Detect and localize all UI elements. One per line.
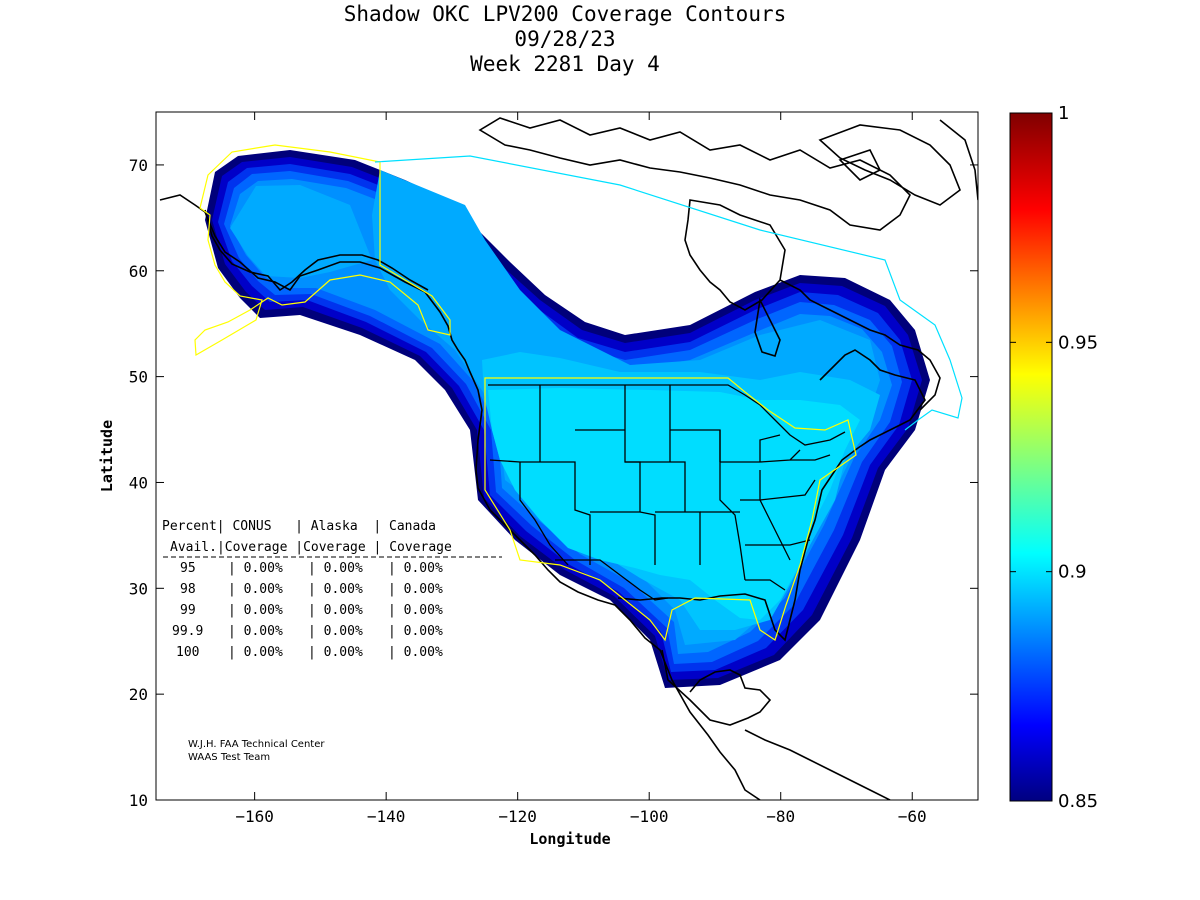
x-tick-label: −100 [630, 807, 669, 826]
state-line-west-1 [489, 385, 591, 566]
table-cell-divider: | 0.00% [308, 624, 363, 639]
state-line-midwest [700, 430, 801, 581]
table-header-coverage-2: Coverage [303, 540, 366, 555]
coverage-contours [205, 150, 930, 688]
plot-frame [155, 111, 979, 801]
table-row: 95 | 0.00% | 0.00% | 0.00% [180, 561, 443, 576]
table-header-percent: Percent [162, 519, 217, 534]
state-line-east [745, 434, 831, 591]
coverage-band-8 [488, 388, 860, 620]
x-axis-label: Longitude [529, 830, 610, 848]
table-row: 99.9 | 0.00% | 0.00% | 0.00% [172, 624, 443, 639]
north-america-coastline [159, 194, 761, 800]
x-tick-label: −80 [766, 807, 795, 826]
service-volume-outlines [194, 144, 963, 642]
colorbar-tick-label: 0.9 [1058, 562, 1087, 583]
table-cell-divider: | 0.00% [388, 582, 443, 597]
table-cell-divider: | 0.00% [228, 603, 283, 618]
x-tick-label: −120 [498, 807, 537, 826]
colorbar-tick-label: 0.95 [1058, 332, 1098, 353]
table-cell-divider: | 0.00% [308, 603, 363, 618]
y-tick-label: 40 [129, 473, 148, 492]
table-cell-divider: | 0.00% [388, 561, 443, 576]
table-cell-percent: 98 [180, 582, 196, 597]
coastlines-and-borders [159, 117, 978, 800]
canada-service-volume [374, 155, 963, 431]
y-tick-label: 30 [129, 579, 148, 598]
table-row: 99 | 0.00% | 0.00% | 0.00% [180, 603, 443, 618]
y-tick-label: 50 [129, 368, 148, 387]
x-tick-label: −140 [367, 807, 406, 826]
colorbar-tick-label: 1 [1058, 103, 1069, 124]
canada-us-border [488, 384, 846, 446]
coverage-table: Percent| CONUS | Alaska | Canada Avail.|… [162, 519, 502, 660]
table-header-canada: Canada [389, 519, 436, 534]
table-header-coverage-1: Coverage [225, 540, 288, 555]
table-cell-divider: | 0.00% [308, 561, 363, 576]
table-cell-divider: | 0.00% [228, 645, 283, 660]
alaska-coastline [204, 209, 429, 292]
x-tick-label: −160 [235, 807, 274, 826]
table-cell-percent: 99 [180, 603, 196, 618]
y-tick-label: 60 [129, 262, 148, 281]
table-header-row-1: Percent| CONUS | Alaska | Canada [162, 519, 436, 534]
table-cell-divider: | 0.00% [228, 561, 283, 576]
table-cell-percent: 95 [180, 561, 196, 576]
table-cell-divider: | 0.00% [388, 645, 443, 660]
credit-line-1: W.J.H. FAA Technical Center [188, 739, 325, 750]
table-cell-divider: | 0.00% [228, 582, 283, 597]
table-header-coverage-3: Coverage [389, 540, 452, 555]
alaska-service-volume [194, 144, 451, 357]
table-header-row-2: Avail.|Coverage |Coverage | Coverage [170, 540, 452, 555]
table-cell-divider: | 0.00% [388, 603, 443, 618]
table-cell-percent: 99.9 [172, 624, 203, 639]
y-tick-label: 10 [129, 791, 148, 810]
colorbar-ticks: 0.85 0.9 0.95 1 [1010, 103, 1098, 812]
table-header-conus: CONUS [232, 519, 271, 534]
table-row: 98 | 0.00% | 0.00% | 0.00% [180, 582, 443, 597]
gulf-coast [617, 349, 926, 642]
axis-tick-labels: −160 −140 −120 −100 −80 −60 10 20 30 40 50 60 70 [129, 156, 927, 826]
chart-week-day: Week 2281 Day 4 [470, 52, 660, 76]
table-header-alaska: Alaska [311, 519, 358, 534]
y-tick-label: 20 [129, 685, 148, 704]
table-cell-divider: | 0.00% [308, 582, 363, 597]
chart-title: Shadow OKC LPV200 Coverage Contours [343, 2, 787, 26]
axis-ticks [156, 112, 978, 801]
hudson-bay-region [684, 199, 941, 411]
y-axis-label: Latitude [98, 420, 116, 492]
table-row: 100 | 0.00% | 0.00% | 0.00% [176, 645, 443, 660]
us-state-borders [488, 384, 846, 601]
table-cell-divider: | 0.00% [308, 645, 363, 660]
hudson-bay-islands [754, 149, 882, 357]
chart-date: 09/28/23 [514, 27, 616, 51]
table-rows: 95 | 0.00% | 0.00% | 0.00% 98 | 0.00% | 0.00% |… [172, 561, 443, 660]
table-cell-divider: | 0.00% [388, 624, 443, 639]
table-header-avail: Avail. [170, 540, 217, 555]
y-tick-label: 70 [129, 156, 148, 175]
canadian-arctic-islands [478, 117, 978, 231]
conus-service-volume [484, 377, 857, 642]
x-tick-label: −60 [898, 807, 927, 826]
credit-line-2: WAAS Test Team [188, 752, 270, 763]
table-cell-divider: | 0.00% [228, 624, 283, 639]
colorbar-tick-label: 0.85 [1058, 791, 1098, 812]
colorbar [1009, 112, 1053, 802]
mexico-central-america [661, 649, 891, 800]
table-cell-percent: 100 [176, 645, 199, 660]
